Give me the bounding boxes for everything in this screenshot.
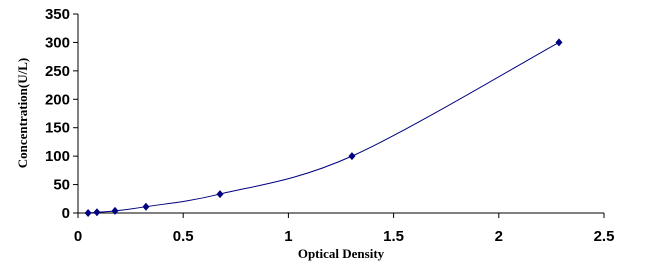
x-tick-label: 0 xyxy=(74,228,82,245)
y-tick-label: 250 xyxy=(45,63,70,80)
y-tick-label: 200 xyxy=(45,91,70,108)
data-point xyxy=(84,209,92,217)
data-point xyxy=(555,38,563,47)
x-tick-label: 0.5 xyxy=(173,228,194,245)
y-tick-label: 100 xyxy=(45,148,70,165)
x-tick-label: 1 xyxy=(284,228,292,245)
y-tick-label: 0 xyxy=(62,205,70,222)
data-point xyxy=(111,206,119,215)
data-point xyxy=(93,208,101,217)
x-tick-label: 2.5 xyxy=(594,228,615,245)
x-axis-title: Optical Density xyxy=(298,246,385,261)
y-tick-label: 50 xyxy=(53,177,70,194)
y-tick-label: 300 xyxy=(45,34,70,51)
y-axis-title: Concentration(U/L) xyxy=(15,58,30,169)
x-tick-label: 2 xyxy=(495,228,503,245)
data-point xyxy=(348,152,356,161)
data-point xyxy=(216,190,224,199)
y-tick-label: 350 xyxy=(45,6,70,23)
data-point xyxy=(142,202,150,211)
fit-line xyxy=(88,41,560,214)
y-tick-label: 150 xyxy=(45,120,70,137)
x-tick-label: 1.5 xyxy=(383,228,404,245)
